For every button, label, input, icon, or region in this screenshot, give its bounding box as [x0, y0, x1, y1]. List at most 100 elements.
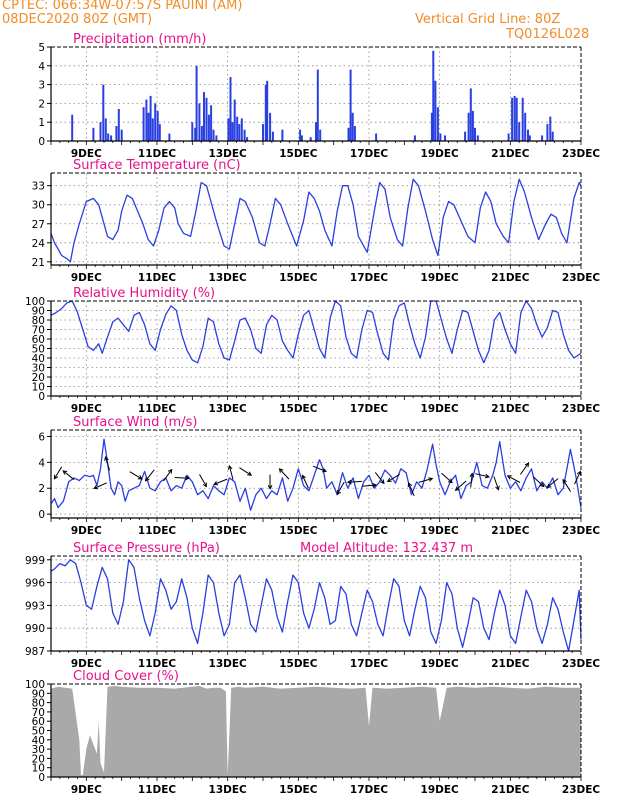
- x-tick-label: 9DEC: [71, 148, 102, 160]
- wind-arrow-shaft: [441, 472, 453, 483]
- x-tick-label: 11DEC: [138, 658, 177, 670]
- wind-arrow: [493, 476, 500, 491]
- x-tick-label: 15DEC: [279, 784, 318, 796]
- precip-bar: [347, 127, 350, 141]
- wind-arrow-shaft: [145, 469, 155, 482]
- wind-arrow: [454, 480, 467, 491]
- wind-arrow: [386, 473, 400, 483]
- precip-bar: [145, 99, 148, 141]
- wind-arrow-shaft: [562, 479, 572, 492]
- series-line: [50, 300, 582, 364]
- wind-arrow: [562, 478, 572, 492]
- y-tick-label: 0: [38, 772, 45, 784]
- wind-arrow-head: [524, 462, 530, 468]
- precip-bar: [158, 124, 161, 141]
- precip-bar: [194, 127, 197, 141]
- y-tick-label: 21: [32, 257, 45, 269]
- x-tick-label: 9DEC: [71, 784, 102, 796]
- wind-arrow: [267, 474, 273, 490]
- y-tick-label: 30: [32, 744, 45, 756]
- x-tick-label: 13DEC: [209, 403, 248, 415]
- y-tick-label: 100: [25, 679, 45, 691]
- wind-arrow-shaft: [374, 472, 385, 484]
- panel-5: 987 990 993 996 999 9DEC 11DEC 13DEC 15DEC 17DEC 1…: [25, 541, 600, 670]
- wind-arrow-head: [247, 471, 253, 476]
- precip-bar: [92, 127, 95, 141]
- precip-bar: [149, 95, 152, 141]
- y-tick-label: 70: [32, 325, 45, 337]
- wind-arrow: [346, 479, 362, 485]
- y-tick-label: 33: [32, 181, 45, 193]
- wind-arrow: [407, 482, 415, 497]
- precip-bar: [281, 129, 284, 141]
- wind-arrow-head: [484, 473, 490, 479]
- header-line2: 08DEC2020 80Z (GMT): [2, 12, 153, 27]
- wind-arrow-head: [213, 480, 219, 486]
- precip-bar: [353, 126, 356, 141]
- wind-arrow-head: [546, 483, 552, 489]
- wind-arrow-shaft: [475, 473, 490, 478]
- wind-arrow-head: [495, 485, 500, 491]
- precip-bar: [215, 135, 218, 141]
- x-tick-label: 23DEC: [562, 658, 601, 670]
- wind-arrow-shaft: [533, 476, 545, 487]
- x-tick-label: 11DEC: [138, 403, 177, 415]
- y-tick-label: 990: [25, 623, 45, 635]
- panel-title: Relative Humidity (%): [73, 286, 215, 301]
- x-tick-label: 21DEC: [491, 272, 530, 284]
- y-tick-label: 10: [32, 382, 45, 394]
- y-tick-label: 50: [32, 726, 45, 738]
- y-tick-label: 50: [32, 344, 45, 356]
- wind-arrow: [475, 473, 490, 479]
- precip-bar: [104, 118, 107, 141]
- x-tick-label: 17DEC: [350, 658, 389, 670]
- precip-bar: [203, 92, 205, 141]
- x-tick-label: 23DEC: [562, 525, 601, 537]
- wind-arrow-shaft: [129, 471, 143, 480]
- wind-arrow-head: [62, 470, 68, 475]
- y-tick-label: 60: [32, 716, 45, 728]
- precip-bar: [351, 112, 354, 141]
- x-tick-label: 21DEC: [491, 658, 530, 670]
- y-tick-label: 20: [32, 372, 45, 384]
- wind-arrow-shaft: [228, 465, 234, 480]
- wind-arrow-head: [372, 482, 378, 488]
- precip-bar: [262, 124, 264, 141]
- y-tick-label: 1: [38, 117, 45, 129]
- y-tick-label: 3: [38, 80, 45, 92]
- wind-arrow: [533, 476, 545, 488]
- wind-arrow-head: [380, 479, 385, 485]
- wind-arrow: [278, 468, 290, 480]
- x-tick-label: 17DEC: [350, 525, 389, 537]
- panel-title: Cloud Cover (%): [73, 669, 179, 684]
- precip-bar: [115, 126, 118, 141]
- x-tick-label: 11DEC: [138, 148, 177, 160]
- y-tick-label: 40: [32, 353, 45, 365]
- wind-arrow: [374, 472, 385, 485]
- wind-arrow-shaft: [507, 475, 521, 483]
- y-tick-label: 5: [38, 42, 45, 54]
- y-tick-label: 24: [32, 238, 46, 250]
- y-tick-label: 60: [32, 334, 45, 346]
- precip-bar: [518, 122, 521, 141]
- series-line: [50, 438, 582, 511]
- wind-arrow-shaft: [199, 474, 207, 487]
- panel-subtitle: Model Altitude: 132.437 m: [300, 541, 473, 556]
- wind-arrow-shaft: [213, 478, 228, 485]
- precip-bar: [432, 50, 435, 141]
- precip-bar: [271, 131, 274, 141]
- precip-bar: [120, 129, 123, 141]
- y-tick-label: 4: [38, 457, 45, 469]
- precip-bar: [207, 114, 210, 141]
- wind-arrow: [174, 475, 190, 481]
- precip-bar: [210, 105, 213, 141]
- precip-bar: [240, 118, 243, 141]
- precip-bar: [513, 95, 516, 141]
- wind-arrow-shaft: [408, 482, 415, 497]
- x-tick-label: 17DEC: [350, 148, 389, 160]
- x-tick-label: 21DEC: [491, 784, 530, 796]
- precip-bar: [439, 133, 442, 141]
- precip-bar: [266, 80, 269, 141]
- series-line: [50, 178, 582, 263]
